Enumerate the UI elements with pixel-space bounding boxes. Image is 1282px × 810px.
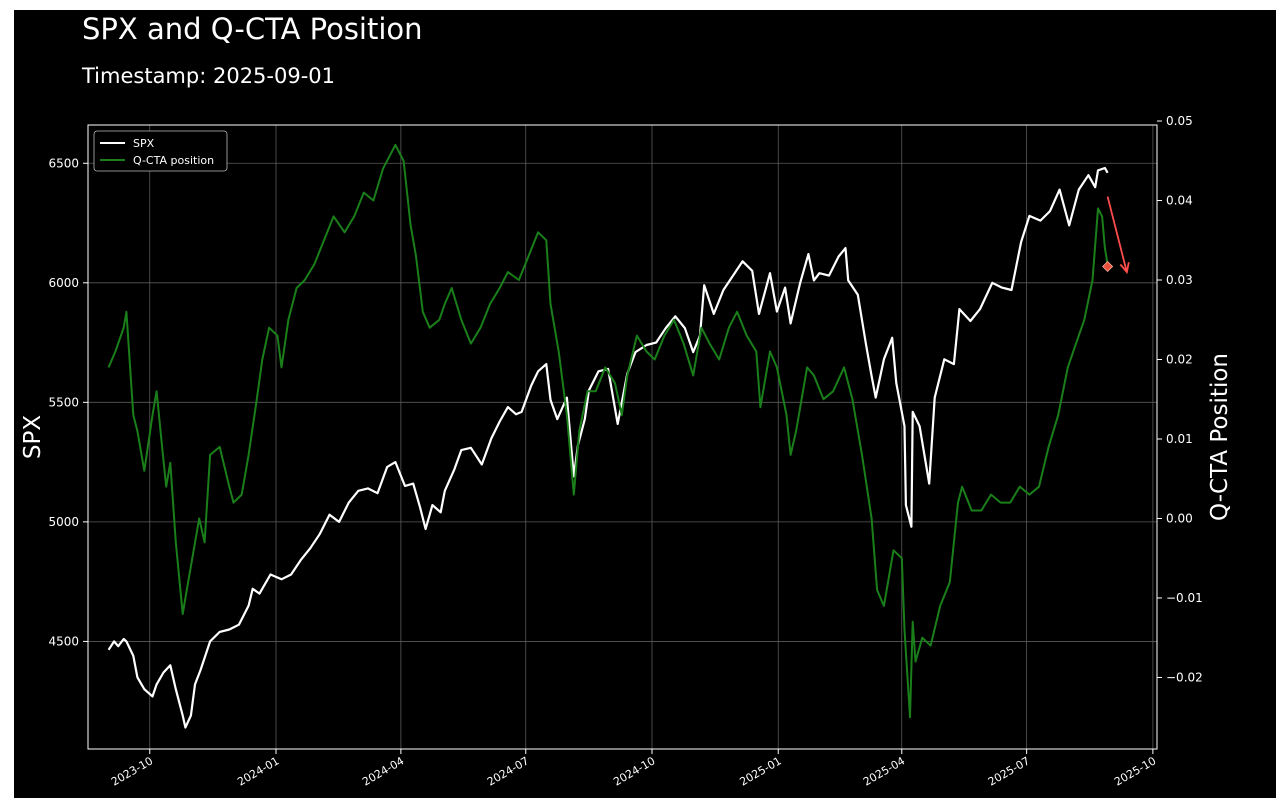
x-tick-label: 2024-07 [485,754,531,788]
trend-arrow-head [1119,262,1130,275]
latest-position-marker [1102,260,1114,273]
x-tick-label: 2025-04 [861,754,907,788]
y-tick-label: 6500 [48,156,79,170]
y2-tick-label: −0.01 [1166,591,1203,605]
chart-subtitle: Timestamp: 2025-09-01 [82,64,336,88]
y-axis-label: SPX [20,415,46,459]
y-tick-label: 4500 [48,634,79,648]
x-tick-label: 2025-10 [1112,754,1158,788]
spx-line [107,166,1109,729]
y2-tick-label: 0.05 [1166,114,1193,128]
y-tick-label: 5000 [48,515,79,529]
x-tick-label: 2025-07 [986,754,1032,788]
x-tick-label: 2024-04 [360,754,406,788]
y2-tick-label: 0.01 [1166,432,1193,446]
y2-axis-label: Q-CTA Position [1207,353,1233,521]
legend-box [93,130,228,172]
x-tick-label: 2024-01 [235,754,281,788]
chart-figure: SPX and Q-CTA Position Timestamp: 2025-0… [14,10,1276,798]
trend-arrow-shaft [1106,196,1128,273]
x-tick-label: 2025-01 [737,754,783,788]
chart-title: SPX and Q-CTA Position [82,12,423,46]
legend-label: Q-CTA position [133,154,214,167]
y-tick-label: 5500 [48,395,79,409]
y2-tick-label: 0.03 [1166,273,1193,287]
y-tick-label: 6000 [48,276,79,290]
qcta-position-line [107,143,1109,719]
y2-tick-label: 0.02 [1166,352,1193,366]
x-tick-label: 2023-10 [109,754,155,788]
chart-svg: 2023-10 2024-01 2024-04 2024-07 2024-10 2025-… [20,114,1233,789]
y2-tick-label: 0.00 [1166,511,1193,525]
legend-label: SPX [133,137,155,150]
y2-tick-label: 0.04 [1166,194,1193,208]
x-tick-label: 2024-10 [611,754,657,788]
y2-tick-label: −0.02 [1166,670,1203,684]
plot-frame [87,124,1158,750]
legend: SPX Q-CTA position [93,130,228,172]
